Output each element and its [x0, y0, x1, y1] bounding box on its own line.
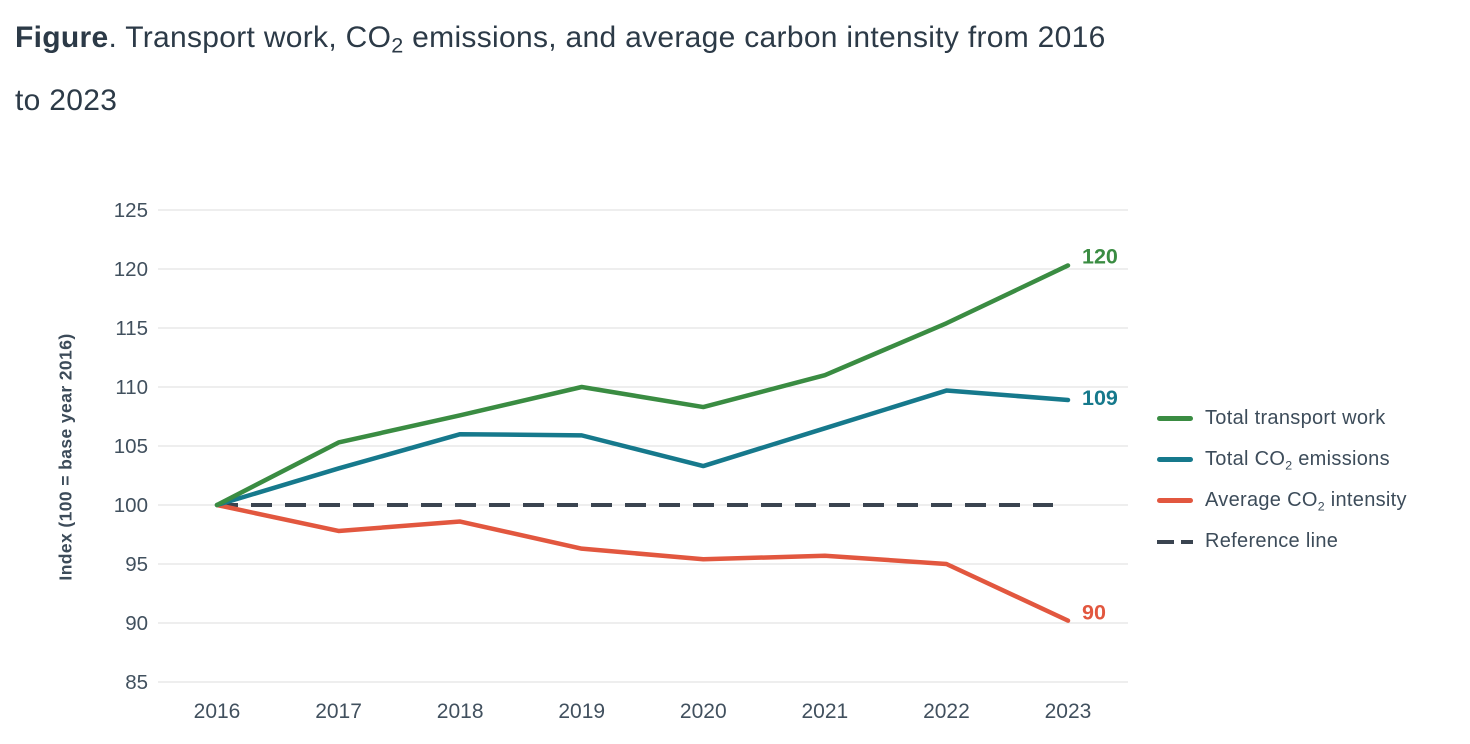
co2-subscript: 2: [391, 32, 404, 58]
legend-swatch-dashed-icon: [1157, 539, 1193, 544]
legend-item-average-co2-intensity: Average CO2 intensity: [1157, 480, 1407, 521]
figure-title: Figure. Transport work, CO2 emissions, a…: [15, 6, 1465, 132]
legend: Total transport work Total CO2 emissions…: [1157, 398, 1407, 562]
y-tick-label: 95: [125, 553, 148, 576]
legend-sub: 2: [1285, 458, 1293, 473]
figure-label: Figure: [15, 21, 109, 54]
legend-label: Total transport work: [1205, 407, 1386, 430]
legend-item-reference-line: Reference line: [1157, 521, 1407, 562]
y-tick-label: 120: [114, 258, 148, 281]
y-tick-label: 90: [125, 612, 148, 635]
legend-text: Total CO: [1205, 448, 1286, 470]
x-tick-label: 2022: [923, 700, 970, 723]
x-tick-label: 2019: [558, 700, 605, 723]
legend-item-total-transport-work: Total transport work: [1157, 398, 1407, 439]
y-tick-label: 110: [115, 376, 148, 399]
end-label-total-co2-emissions: 109: [1082, 386, 1118, 410]
legend-text: intensity: [1324, 489, 1407, 511]
end-label-average-co2-intensity: 90: [1082, 601, 1106, 625]
y-axis-title: Index (100 = base year 2016): [55, 333, 76, 581]
y-tick-label: 125: [114, 199, 148, 222]
line-total-co2-emissions: [214, 388, 1071, 508]
y-tick-label: 85: [125, 671, 148, 694]
x-tick-label: 2020: [680, 700, 727, 723]
line-average-co2-intensity: [214, 502, 1071, 623]
x-tick-label: 2023: [1045, 700, 1092, 723]
figure-title-line2: to 2023: [15, 84, 118, 117]
figure-title-text-pre: . Transport work, CO: [108, 21, 392, 54]
legend-text: Total transport work: [1205, 407, 1386, 429]
figure-title-text-post: emissions, and average carbon intensity …: [403, 21, 1106, 54]
legend-label: Total CO2 emissions: [1205, 448, 1390, 473]
legend-text: Reference line: [1205, 530, 1339, 552]
x-tick-label: 2021: [801, 700, 848, 723]
y-tick-label: 115: [115, 317, 148, 340]
legend-text: Average CO: [1205, 489, 1318, 511]
x-tick-label: 2018: [437, 700, 484, 723]
y-tick-label: 100: [114, 494, 148, 517]
y-tick-label: 105: [114, 435, 148, 458]
legend-swatch-red-icon: [1157, 498, 1193, 503]
end-label-total-transport-work: 120: [1082, 244, 1118, 268]
legend-text: emissions: [1292, 448, 1390, 470]
line-total-transport-work: [214, 263, 1071, 508]
legend-label: Reference line: [1205, 530, 1338, 553]
x-tick-label: 2016: [194, 700, 241, 723]
x-tick-label: 2017: [315, 700, 362, 723]
legend-swatch-teal-icon: [1157, 457, 1193, 462]
legend-label: Average CO2 intensity: [1205, 489, 1407, 514]
legend-item-total-co2-emissions: Total CO2 emissions: [1157, 439, 1407, 480]
legend-sub: 2: [1317, 499, 1325, 514]
figure-title-line1: Figure. Transport work, CO2 emissions, a…: [15, 6, 1465, 69]
legend-swatch-green-icon: [1157, 416, 1193, 421]
